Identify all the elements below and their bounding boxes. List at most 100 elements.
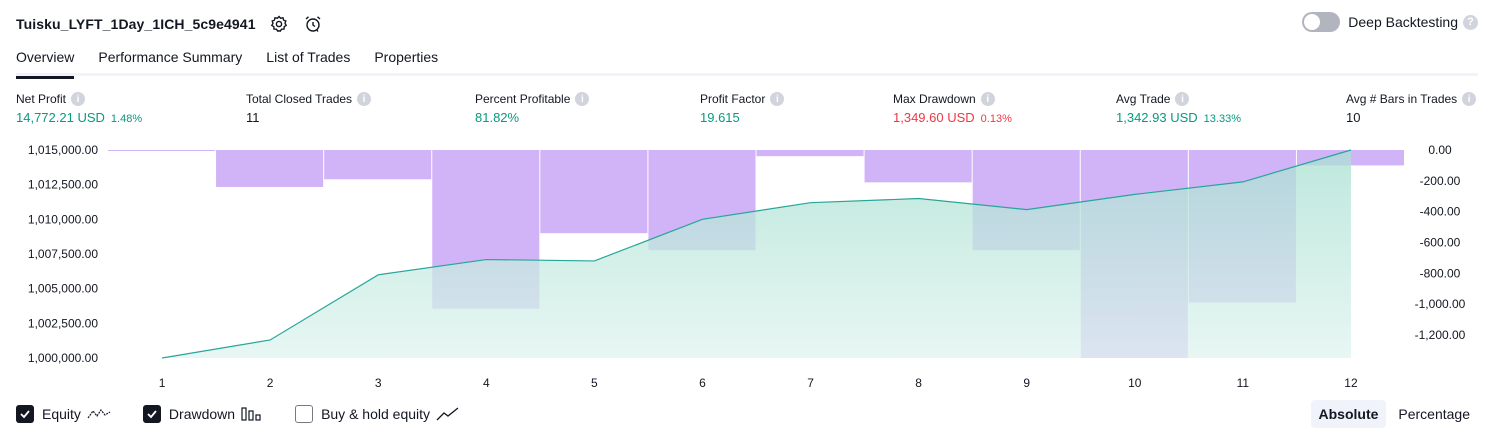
- metric-avg-trade: Avg Trade i 1,342.93 USD 13.33%: [1116, 92, 1241, 125]
- report-tabs: Overview Performance Summary List of Tra…: [16, 42, 1478, 79]
- legend-label: Buy & hold equity: [321, 406, 431, 422]
- buy-hold-checkbox[interactable]: [295, 405, 314, 423]
- info-icon[interactable]: i: [357, 92, 372, 106]
- equity-area: [161, 149, 1352, 359]
- equity-line-icon: [87, 406, 111, 422]
- x-tick-label: 8: [915, 376, 922, 390]
- drawdown-bar: [108, 150, 216, 151]
- left-tick-label: 1,012,500.00: [28, 178, 98, 192]
- metric-label: Percent Profitable: [475, 92, 571, 106]
- drawdown-bar: [756, 150, 864, 157]
- left-tick-label: 1,010,000.00: [28, 212, 98, 226]
- metric-value: 11: [246, 110, 260, 125]
- left-tick-label: 1,000,000.00: [28, 351, 98, 365]
- metric-value: 1,342.93 USD: [1116, 110, 1198, 125]
- buy-hold-line-icon: [436, 406, 460, 422]
- right-tick-label: 0.00: [1428, 143, 1452, 157]
- metric-label: Total Closed Trades: [246, 92, 353, 106]
- legend-label: Equity: [42, 406, 81, 422]
- tab-overview[interactable]: Overview: [16, 42, 75, 79]
- settings-gear-icon[interactable]: [268, 13, 290, 35]
- drawdown-checkbox[interactable]: [142, 405, 161, 423]
- toggle-knob: [1304, 14, 1321, 30]
- right-tick-label: -600.00: [1420, 235, 1461, 249]
- drawdown-bar: [540, 150, 648, 234]
- metrics-row: Net Profit i 14,772.21 USD 1.48% Total Clo…: [16, 92, 1478, 132]
- info-icon[interactable]: i: [980, 92, 995, 106]
- metric-percent: 1.48%: [110, 113, 143, 125]
- absolute-button[interactable]: Absolute: [1310, 400, 1387, 428]
- x-tick-label: 9: [1023, 376, 1030, 390]
- x-tick-label: 2: [267, 376, 274, 390]
- x-tick-label: 11: [1237, 376, 1250, 390]
- left-tick-label: 1,015,000.00: [28, 143, 98, 157]
- tab-performance-summary[interactable]: Performance Summary: [98, 49, 243, 65]
- x-tick-label: 10: [1128, 376, 1142, 390]
- tab-list-of-trades[interactable]: List of Trades: [266, 49, 351, 65]
- equity-line: [161, 149, 1352, 359]
- metric-value: 14,772.21 USD: [16, 110, 105, 125]
- right-tick-label: -1,200.00: [1415, 328, 1466, 342]
- metric-total-closed-trades: Total Closed Trades i 11: [246, 92, 372, 125]
- x-tick-label: 1: [159, 376, 166, 390]
- x-tick-label: 3: [375, 376, 382, 390]
- drawdown-bar: [324, 150, 432, 180]
- metric-net-profit: Net Profit i 14,772.21 USD 1.48%: [16, 92, 142, 125]
- x-tick-label: 12: [1344, 376, 1358, 390]
- metric-label: Net Profit: [16, 92, 67, 106]
- chart-legend: Equity Drawdown Buy & hold equity: [16, 402, 492, 426]
- legend-equity[interactable]: Equity: [16, 405, 111, 423]
- deep-backtesting-toggle[interactable]: [1302, 12, 1341, 32]
- deep-backtesting: Deep Backtesting ?: [1302, 12, 1478, 32]
- right-tick-label: -800.00: [1420, 266, 1461, 280]
- metric-profit-factor: Profit Factor i 19.615: [700, 92, 785, 125]
- legend-buy-hold[interactable]: Buy & hold equity: [295, 405, 460, 423]
- help-icon[interactable]: ?: [1463, 14, 1478, 30]
- x-tick-label: 5: [591, 376, 598, 390]
- drawdown-bars-icon: [241, 406, 263, 422]
- metric-value: 10: [1346, 110, 1361, 125]
- equity-drawdown-chart[interactable]: 1,000,000.00 1,002,500.00 1,005,000.00 1,00…: [0, 136, 1494, 396]
- drawdown-bar: [216, 150, 324, 187]
- legend-label: Drawdown: [168, 406, 236, 422]
- metric-percent: 13.33%: [1203, 113, 1241, 125]
- info-icon[interactable]: i: [71, 92, 86, 106]
- metric-value: 19.615: [700, 110, 740, 125]
- metric-percent: 0.13%: [980, 113, 1012, 125]
- metric-value: 81.82%: [475, 110, 520, 125]
- percentage-button[interactable]: Percentage: [1398, 406, 1470, 422]
- scale-toggle: Absolute Percentage: [1307, 400, 1479, 428]
- right-axis: 0.00 -200.00 -400.00 -600.00 -800.00 -1,000.0…: [1415, 143, 1466, 342]
- equity-fill: [162, 150, 1351, 358]
- strategy-name: Tuisku_LYFT_1Day_1ICH_5c9e4941: [16, 16, 256, 32]
- deep-backtesting-label: Deep Backtesting: [1348, 14, 1458, 30]
- metric-label: Max Drawdown: [893, 92, 976, 106]
- info-icon[interactable]: i: [1462, 92, 1477, 106]
- metric-percent-profitable: Percent Profitable i 81.82%: [475, 92, 590, 125]
- info-icon[interactable]: i: [575, 92, 590, 106]
- equity-checkbox[interactable]: [16, 405, 34, 423]
- metric-label: Avg Trade: [1116, 92, 1171, 106]
- info-icon[interactable]: i: [770, 92, 785, 106]
- metric-label: Avg # Bars in Trades: [1346, 92, 1458, 106]
- metric-avg-bars: Avg # Bars in Trades i 10: [1346, 92, 1477, 125]
- x-tick-label: 4: [483, 376, 490, 390]
- drawdown-bar: [864, 150, 972, 183]
- x-tick-label: 7: [807, 376, 814, 390]
- left-tick-label: 1,005,000.00: [28, 282, 98, 296]
- x-tick-label: 6: [699, 376, 706, 390]
- metric-max-drawdown: Max Drawdown i 1,349.60 USD 0.13%: [893, 92, 1012, 125]
- x-axis: 1 2 3 4 5 6 7 8 9 10 11 12: [159, 376, 1358, 390]
- right-tick-label: -400.00: [1420, 205, 1461, 219]
- metric-value: 1,349.60 USD: [893, 110, 975, 125]
- left-tick-label: 1,007,500.00: [28, 247, 98, 261]
- tab-properties[interactable]: Properties: [374, 49, 439, 65]
- alarm-clock-icon[interactable]: [302, 13, 324, 35]
- metric-label: Profit Factor: [700, 92, 766, 106]
- legend-drawdown[interactable]: Drawdown: [142, 405, 263, 423]
- info-icon[interactable]: i: [1175, 92, 1190, 106]
- left-tick-label: 1,002,500.00: [28, 316, 98, 330]
- strategy-header: Tuisku_LYFT_1Day_1ICH_5c9e4941: [16, 10, 324, 38]
- left-axis: 1,000,000.00 1,002,500.00 1,005,000.00 1,00…: [28, 143, 98, 365]
- right-tick-label: -1,000.00: [1415, 297, 1466, 311]
